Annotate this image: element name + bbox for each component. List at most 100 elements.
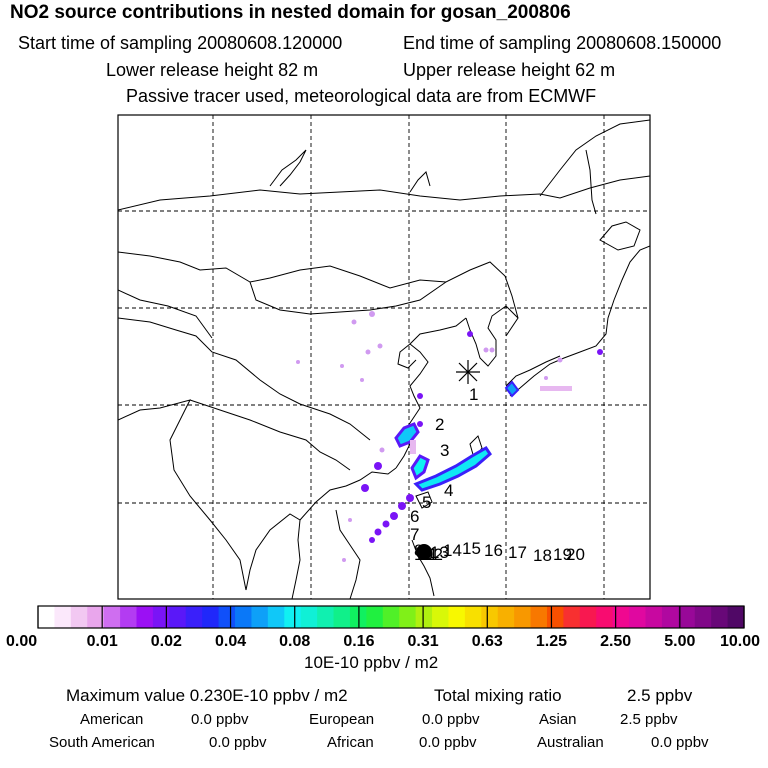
trajectory-label: 19 (553, 545, 572, 564)
colorbar-cell (136, 606, 154, 628)
colorbar-cell (169, 606, 187, 628)
colorbar-cell (563, 606, 581, 628)
start-time-label: Start time of sampling 20080608.120000 (18, 33, 343, 53)
colorbar-cell (464, 606, 482, 628)
region-name: European (309, 711, 375, 728)
asterisk-icon (456, 360, 480, 384)
colorbar-cell (629, 606, 647, 628)
colorbar-cell (530, 606, 548, 628)
colorbar-cell (218, 606, 236, 628)
colorbar-cell (103, 606, 121, 628)
trajectory-label: 4 (444, 481, 453, 500)
coastline-philippines (411, 539, 435, 597)
grid-lines (118, 115, 650, 599)
colorbar-cell (251, 606, 269, 628)
region-value: 2.5 ppbv (620, 711, 678, 728)
region-name: African (327, 734, 374, 751)
border-china-west (118, 317, 371, 441)
colorbar-tick-label: 5.00 (664, 633, 695, 650)
total-mixing-ratio-value: 2.5 ppbv (627, 686, 693, 705)
region-value: 0.0 ppbv (422, 711, 480, 728)
colorbar-tick-label: 0.31 (408, 633, 439, 650)
coastline-arctic (118, 175, 650, 211)
trajectory-label: 14 (443, 541, 462, 560)
coastline-korea (465, 305, 519, 367)
region-value: 0.0 ppbv (209, 734, 267, 751)
colorbar-cell (366, 606, 384, 628)
trajectory-label: 15 (462, 539, 481, 558)
colorbar-tick-label: 10.00 (720, 633, 760, 650)
colorbar-cell (546, 606, 564, 628)
colorbar-cell (612, 606, 630, 628)
trajectory-label: 17 (508, 543, 527, 562)
colorbar-cell (70, 606, 88, 628)
colorbar-cell (333, 606, 351, 628)
colorbar-cell (694, 606, 712, 628)
region-name: Australian (537, 734, 604, 751)
colorbar-cell (120, 606, 138, 628)
colorbar-cell (678, 606, 696, 628)
colorbar-cell (481, 606, 499, 628)
colorbar-cell (54, 606, 72, 628)
trajectory-label: 8 (414, 541, 423, 560)
colorbar-cell (579, 606, 597, 628)
coastline-indochina (335, 509, 361, 599)
colorbar-tick-label: 0.00 (6, 633, 37, 650)
coastline-hainan-taiwan (415, 435, 483, 509)
border-kazakh (118, 289, 213, 339)
colorbar-tick-label: 0.63 (472, 633, 503, 650)
colorbar-tick-label: 2.50 (600, 633, 631, 650)
colorbar-tick-label: 0.08 (279, 633, 310, 650)
upper-height-label: Upper release height 62 m (403, 60, 616, 80)
trajectory-label: 10 (414, 545, 433, 564)
border-india (118, 399, 247, 591)
colorbar-units: 10E-10 ppbv / m2 (304, 653, 439, 672)
trajectory-label: 1 (469, 385, 478, 404)
colorbar-tick-label: 1.25 (536, 633, 567, 650)
trajectory-label: 3 (440, 441, 449, 460)
concentration-plume (296, 311, 603, 562)
trajectory-label: 5 (422, 493, 431, 512)
end-time-label: End time of sampling 20080608.150000 (403, 33, 722, 53)
colorbar-tick-label: 0.16 (343, 633, 374, 650)
trajectory-label: 11 (420, 545, 438, 564)
region-value: 0.0 ppbv (651, 734, 709, 751)
coastline-siberia-north (269, 149, 307, 187)
trajectory-label: 13 (430, 543, 449, 562)
colorbar-tick-labels: 0.00 0.01 0.02 0.04 0.08 0.16 0.31 0.63 1.25 2.50… (6, 633, 760, 650)
colorbar-cell (399, 606, 417, 628)
trajectory-label: 18 (533, 546, 552, 565)
colorbar (38, 606, 745, 628)
colorbar-tick-label: 0.04 (215, 633, 246, 650)
trajectory-label: 9 (420, 543, 429, 562)
border-himalaya (189, 399, 351, 471)
colorbar-cell (202, 606, 220, 628)
coastline-sakhalin (585, 149, 597, 215)
colorbar-cell (38, 606, 56, 628)
colorbar-cell (300, 606, 318, 628)
colorbar-cell (448, 606, 466, 628)
colorbar-cell (432, 606, 450, 628)
lower-height-label: Lower release height 82 m (106, 60, 319, 80)
region-name: South American (49, 734, 155, 751)
coastline-okhotsk (539, 119, 650, 197)
coastline-bohai (397, 343, 417, 369)
colorbar-cell (645, 606, 663, 628)
colorbar-cell (87, 606, 105, 628)
border-mongolia (249, 281, 447, 315)
coastline-bay-of-bengal (245, 513, 301, 599)
colorbar-cell (185, 606, 203, 628)
colorbar-cell (711, 606, 729, 628)
colorbar-cell (661, 606, 679, 628)
coastline-hokkaido (599, 221, 641, 251)
total-mixing-ratio-label: Total mixing ratio (434, 686, 562, 705)
region-value: 0.0 ppbv (191, 711, 249, 728)
colorbar-cell (317, 606, 335, 628)
page-title: NO2 source contributions in nested domai… (10, 2, 571, 23)
trajectory-label: 6 (410, 507, 419, 526)
map-frame (117, 114, 651, 600)
colorbar-cell (152, 606, 170, 628)
colorbar-cell (415, 606, 433, 628)
region-name: American (80, 711, 144, 728)
